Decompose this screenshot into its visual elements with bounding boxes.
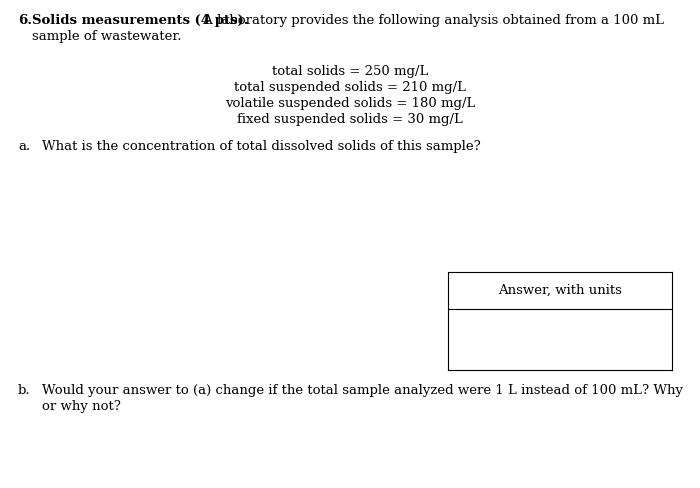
Text: or why not?: or why not?	[42, 400, 121, 413]
Text: A laboratory provides the following analysis obtained from a 100 mL: A laboratory provides the following anal…	[199, 14, 664, 27]
Text: What is the concentration of total dissolved solids of this sample?: What is the concentration of total disso…	[42, 140, 481, 153]
Text: total solids = 250 mg/L: total solids = 250 mg/L	[272, 65, 428, 78]
Text: Solids measurements (4 pts).: Solids measurements (4 pts).	[32, 14, 248, 27]
Text: 6.: 6.	[18, 14, 32, 27]
Text: sample of wastewater.: sample of wastewater.	[32, 30, 181, 43]
Text: Would your answer to (a) change if the total sample analyzed were 1 L instead of: Would your answer to (a) change if the t…	[42, 384, 683, 397]
Text: fixed suspended solids = 30 mg/L: fixed suspended solids = 30 mg/L	[237, 113, 463, 126]
Text: Answer, with units: Answer, with units	[498, 284, 622, 297]
Text: total suspended solids = 210 mg/L: total suspended solids = 210 mg/L	[234, 81, 466, 94]
Text: b.: b.	[18, 384, 31, 397]
Text: a.: a.	[18, 140, 30, 153]
Text: volatile suspended solids = 180 mg/L: volatile suspended solids = 180 mg/L	[225, 97, 475, 110]
